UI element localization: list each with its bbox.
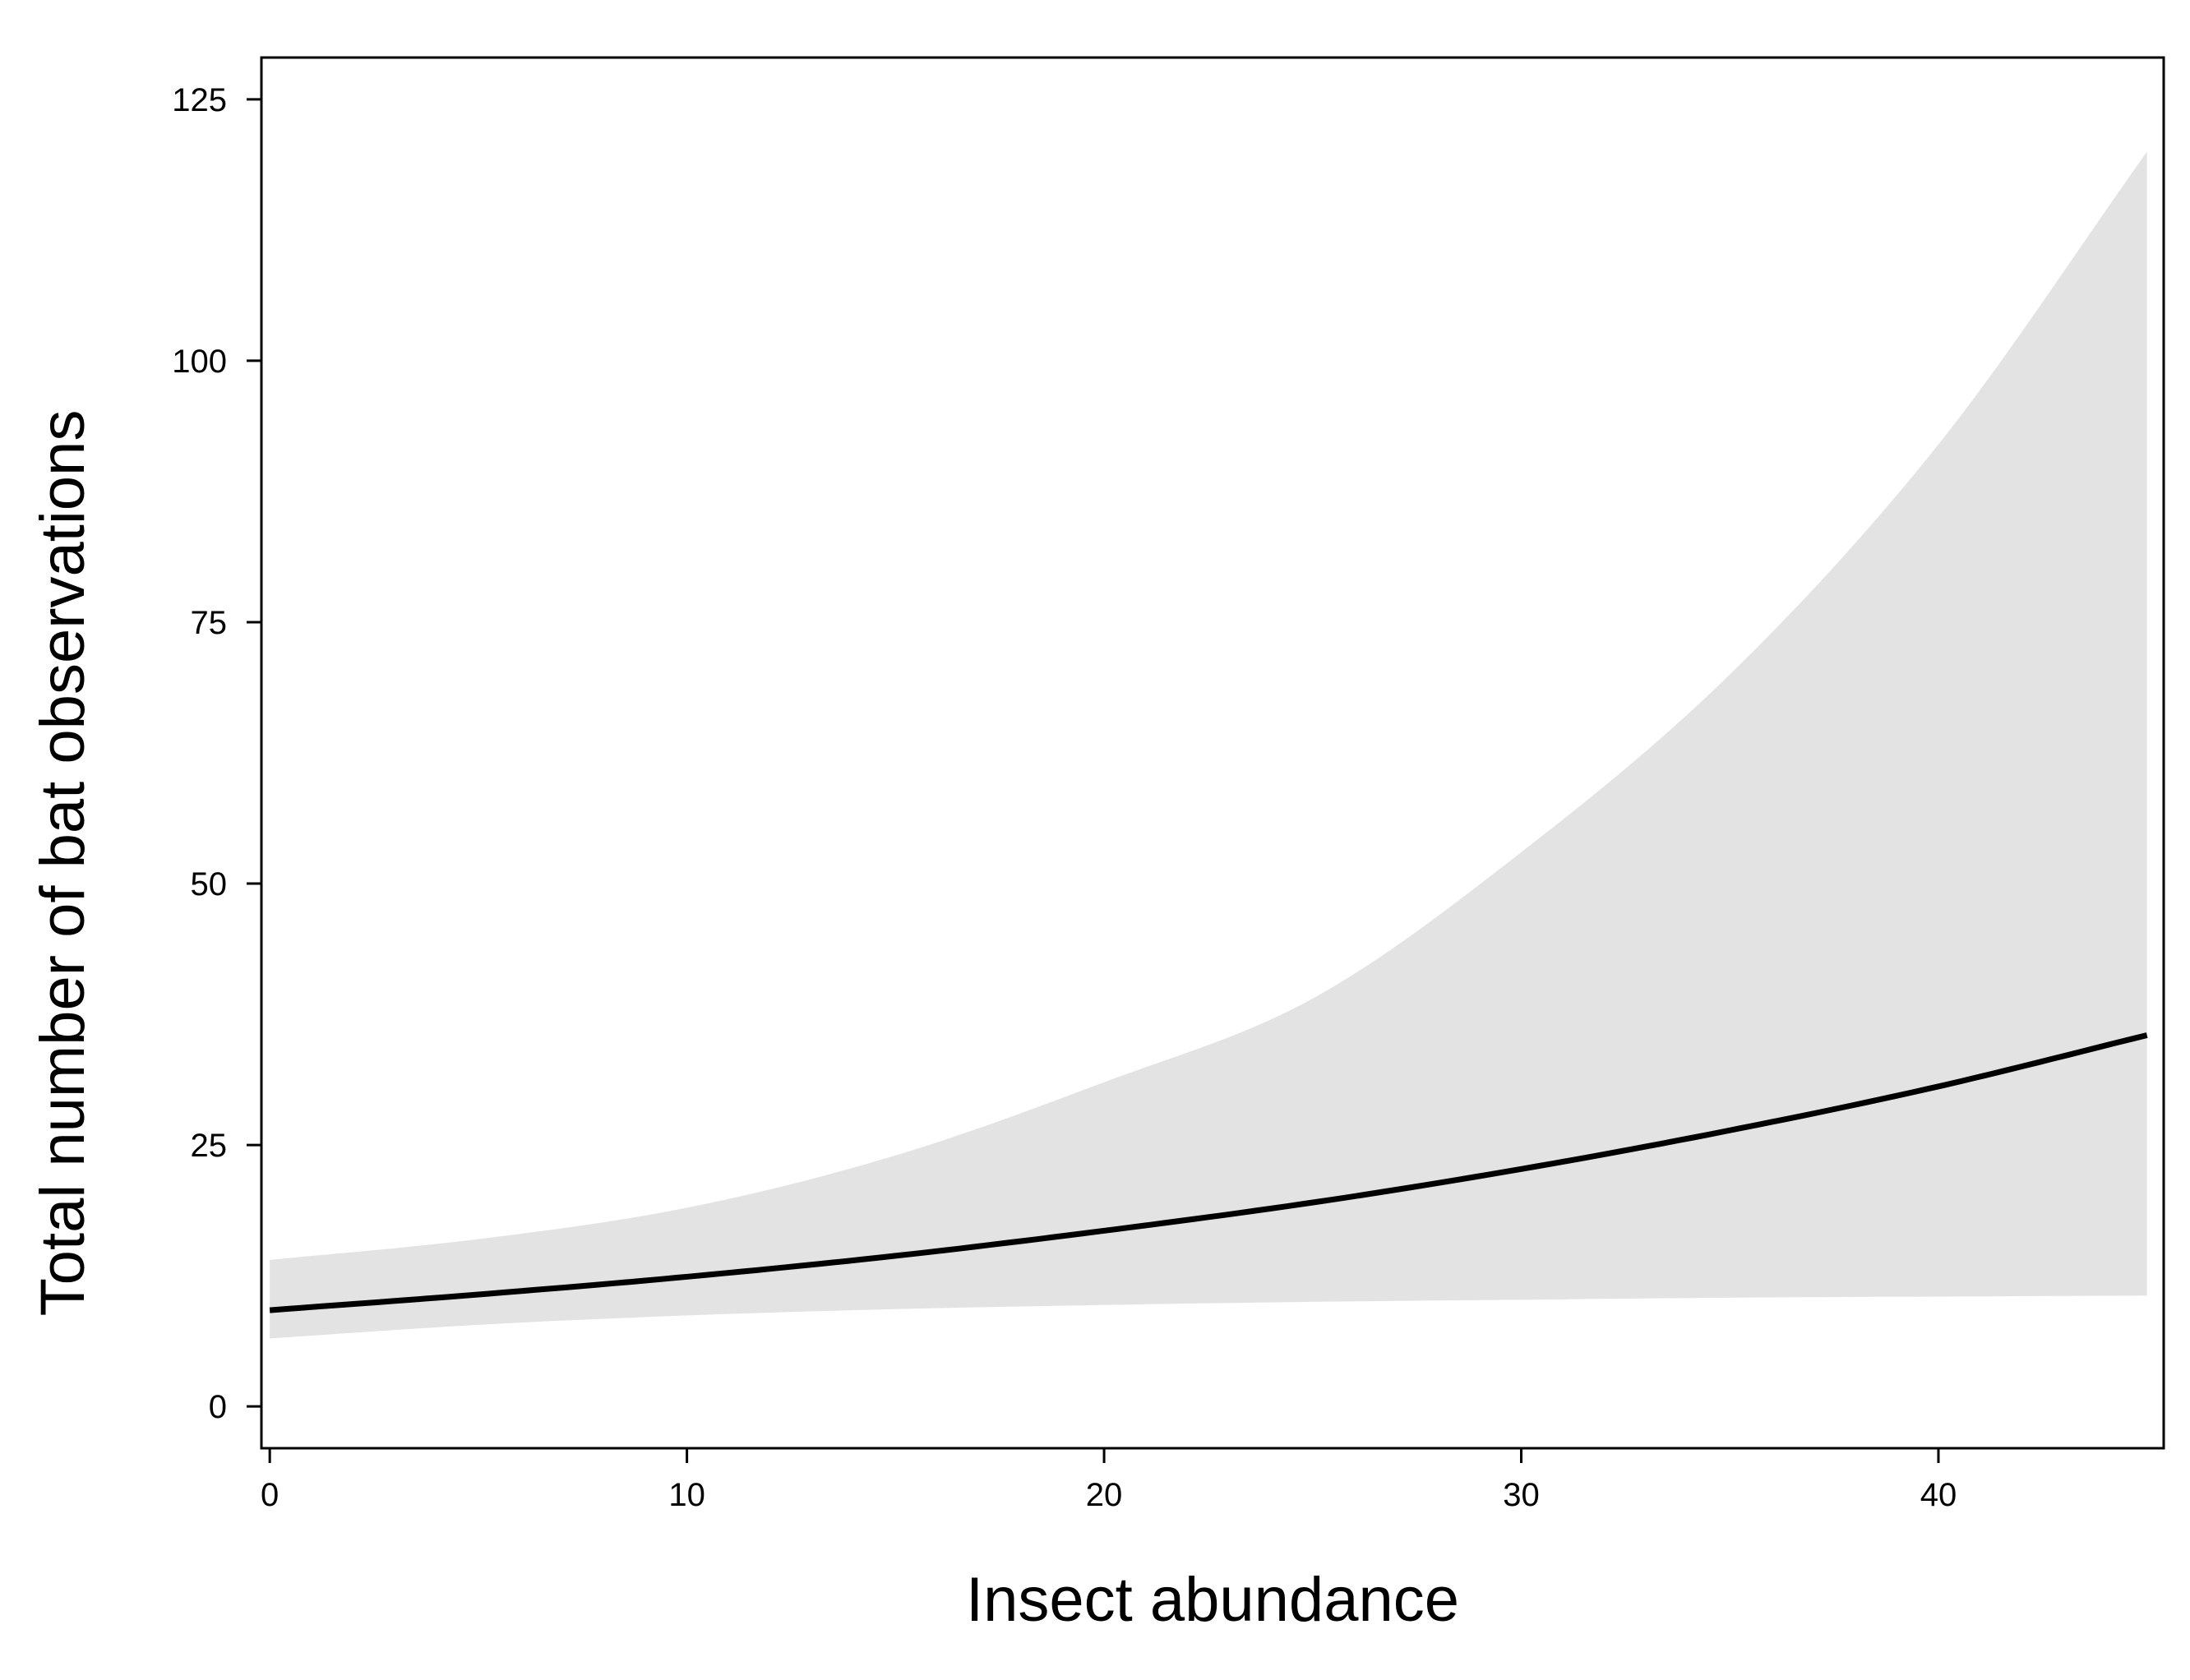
confidence-band (270, 151, 2147, 1339)
plot-frame (260, 56, 2165, 1450)
y-axis-title: Total number of bat observations (28, 410, 98, 1317)
x-tick-label: 0 (261, 1477, 279, 1513)
y-axis: 0 25 50 75 100 125 (172, 82, 261, 1425)
x-tick-label: 10 (668, 1477, 705, 1513)
y-tick-label: 50 (191, 866, 228, 902)
y-tick-label: 75 (191, 605, 228, 641)
confidence-band-layer (270, 151, 2147, 1339)
fit-line (269, 1032, 2148, 1313)
x-tick-label: 20 (1086, 1477, 1123, 1513)
x-axis-title: Insect abundance (966, 1565, 1459, 1635)
y-tick-label: 25 (191, 1128, 228, 1164)
x-tick-label: 30 (1503, 1477, 1540, 1513)
x-axis: 0 10 20 30 40 (261, 1448, 1957, 1513)
y-tick-label: 125 (172, 82, 227, 118)
y-tick-label: 0 (209, 1389, 227, 1425)
x-tick-label: 40 (1920, 1477, 1957, 1513)
fit-line-layer (269, 1032, 2148, 1313)
y-tick-label: 100 (172, 344, 227, 380)
